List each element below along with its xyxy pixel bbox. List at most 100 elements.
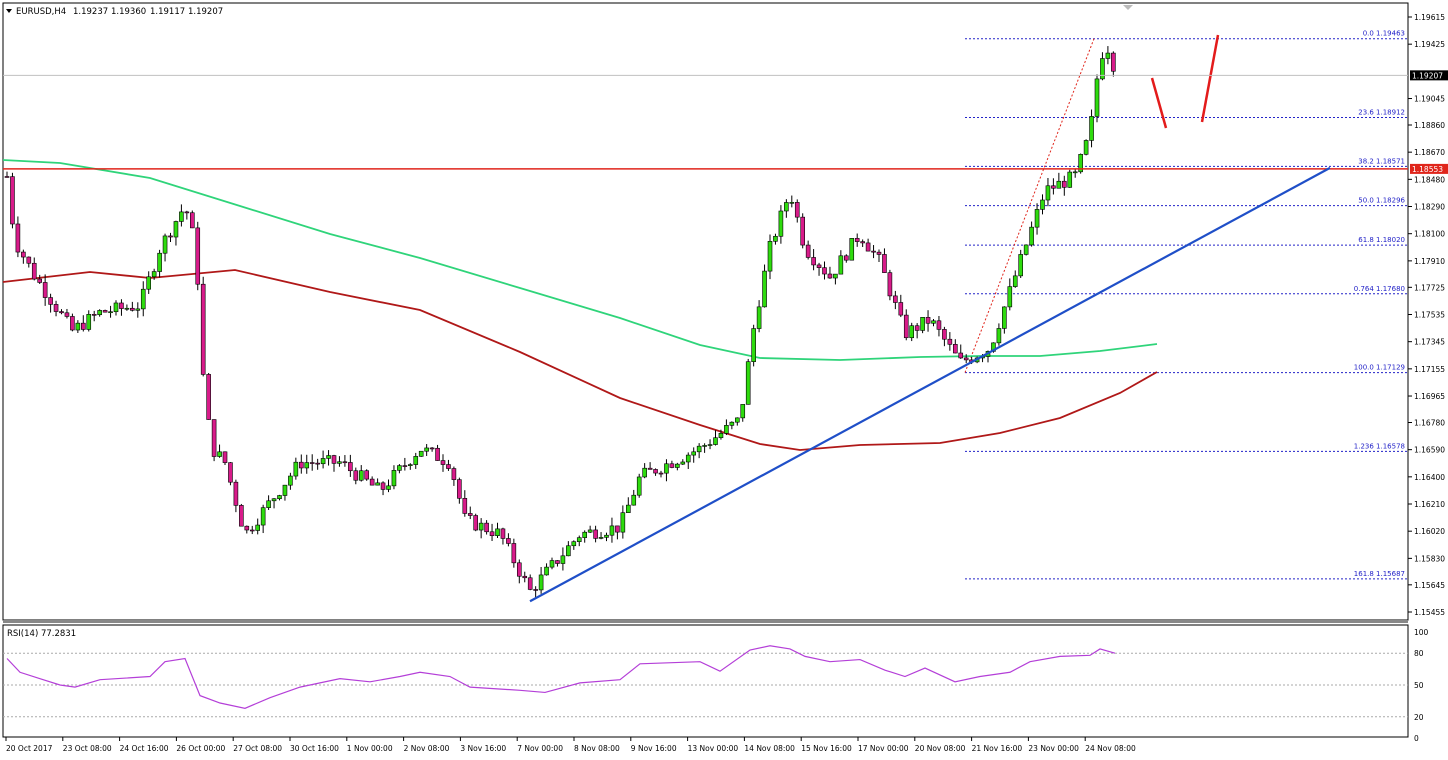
bear-candle: [522, 575, 528, 579]
bull-candle: [767, 241, 773, 272]
bear-candle: [64, 312, 70, 317]
bull-candle: [685, 454, 691, 463]
bull-candle: [636, 476, 642, 496]
rsi-tick-label: 20: [1414, 713, 1424, 722]
bear-candle: [669, 463, 675, 468]
bear-candle: [249, 529, 255, 532]
rsi-tick-label: 50: [1414, 681, 1424, 690]
time-tick-label: 1 Nov 00:00: [347, 744, 393, 753]
bear-candle: [647, 467, 653, 470]
bear-candle: [42, 282, 48, 298]
price-tick-label: 1.17155: [1414, 365, 1445, 374]
bull-candle: [931, 320, 936, 324]
bear-candle: [130, 307, 135, 311]
rsi-label: RSI(14) 77.2831: [7, 629, 76, 639]
bear-candle: [936, 320, 942, 330]
rsi-tick-label: 0: [1414, 734, 1419, 743]
drawn-lines[interactable]: [3, 34, 1408, 603]
bull-candle: [691, 451, 697, 456]
bull-candle: [680, 461, 686, 465]
bull-candle: [135, 308, 141, 311]
time-tick-label: 7 Nov 00:00: [517, 744, 563, 753]
bear-candle: [593, 529, 598, 539]
bull-candle: [358, 470, 364, 481]
bull-candle: [424, 447, 429, 452]
bull-candle: [1078, 154, 1083, 173]
bear-candle: [184, 211, 190, 214]
bull-candle: [1018, 254, 1024, 277]
time-tick-label: 2 Nov 08:00: [404, 744, 450, 753]
bull-candle: [784, 202, 789, 212]
bear-candle: [882, 254, 887, 273]
time-tick-label: 24 Oct 16:00: [120, 744, 169, 753]
bear-candle: [59, 311, 64, 314]
bear-candle: [914, 325, 920, 331]
bear-candle: [440, 460, 446, 465]
bear-candle: [348, 462, 353, 472]
bear-candle: [298, 461, 304, 469]
bull-candle: [97, 310, 102, 316]
bull-candle: [549, 560, 555, 568]
bear-candle: [364, 470, 370, 480]
bear-candle: [516, 562, 522, 577]
fib-level-label: 0.764 1.17680: [1354, 285, 1405, 293]
bear-candle: [865, 242, 871, 252]
bull-candle: [146, 276, 151, 290]
time-tick-label: 26 Oct 00:00: [176, 744, 225, 753]
time-axis: 20 Oct 2017 23 Oct 08:00 24 Oct 16:00 26 Oc…: [5, 737, 1136, 753]
bull-candle: [920, 317, 925, 331]
bull-candle: [151, 271, 157, 278]
bear-candle: [1062, 180, 1067, 188]
bull-candle: [566, 545, 571, 557]
price-tick-label: 1.16965: [1414, 392, 1445, 401]
price-tick-label: 1.19045: [1414, 95, 1445, 104]
bull-candle: [756, 306, 762, 329]
current-price-label: 1.19207: [1412, 71, 1443, 80]
symbol-dropdown-icon[interactable]: [6, 9, 12, 13]
bull-candle: [277, 495, 282, 500]
bull-candle: [304, 462, 310, 469]
bear-candle: [952, 344, 958, 354]
bear-candle: [876, 251, 882, 255]
bull-candle: [162, 235, 168, 254]
bull-candle: [113, 302, 119, 313]
price-tick-label: 1.16780: [1414, 418, 1445, 427]
bear-candle: [206, 374, 211, 420]
price-tick-label: 1.16400: [1414, 473, 1445, 482]
moving-averages: [2, 159, 1158, 451]
bear-candle: [4, 176, 10, 178]
bull-candle: [729, 421, 735, 426]
bull-candle: [288, 475, 293, 486]
bear-candle: [511, 543, 517, 564]
bull-candle: [604, 534, 609, 538]
bull-candle: [157, 252, 162, 272]
bear-candle: [473, 515, 479, 531]
bear-candle: [942, 329, 947, 340]
bear-candle: [860, 241, 865, 244]
bear-candle: [190, 212, 195, 229]
bull-candle: [996, 328, 1002, 344]
bull-candle: [1083, 140, 1089, 155]
bear-candle: [963, 357, 969, 361]
bull-candle: [337, 461, 342, 464]
rsi-tick-label: 80: [1414, 649, 1424, 658]
main-pane-frame: [2, 2, 1409, 621]
chart-shift-marker[interactable]: [1123, 5, 1133, 10]
bear-candle: [15, 223, 21, 253]
bull-candle: [560, 555, 566, 564]
candles: [4, 46, 1116, 598]
time-tick-label: 27 Oct 08:00: [233, 744, 282, 753]
fibonacci-retracement[interactable]: 0.0 1.19463 23.6 1.18912 38.2 1.18571 50.0 …: [964, 30, 1408, 580]
ohlc-close: 1.19207: [188, 7, 223, 17]
bear-candle: [903, 314, 909, 339]
bull-candle: [108, 311, 113, 314]
price-tick-label: 1.18100: [1414, 230, 1445, 239]
bull-candle: [707, 444, 713, 446]
fib-level-label: 161.8 1.15687: [1354, 570, 1405, 578]
bear-candle: [446, 464, 451, 469]
rsi-pane-frame: [2, 624, 1409, 738]
time-tick-label: 9 Nov 16:00: [631, 744, 677, 753]
fib-level-label: 38.2 1.18571: [1358, 157, 1405, 165]
